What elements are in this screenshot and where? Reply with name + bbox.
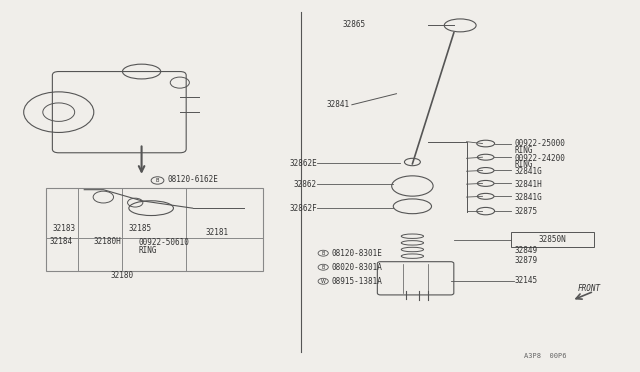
- Text: 08915-1381A: 08915-1381A: [332, 277, 382, 286]
- Bar: [511, 232, 594, 247]
- Text: 08120-8301E: 08120-8301E: [332, 249, 382, 258]
- Text: 32184: 32184: [49, 237, 72, 246]
- Text: 32180H: 32180H: [94, 237, 122, 246]
- Text: 08120-6162E: 08120-6162E: [167, 175, 218, 184]
- Text: 32180: 32180: [111, 271, 134, 280]
- Text: 32185: 32185: [129, 224, 152, 233]
- Text: 32841: 32841: [326, 100, 349, 109]
- Text: 32183: 32183: [52, 224, 76, 233]
- Text: RING: RING: [515, 160, 533, 170]
- Text: 00922-24200: 00922-24200: [515, 154, 565, 163]
- Text: B: B: [156, 178, 159, 183]
- Text: 32145: 32145: [515, 276, 538, 285]
- Text: 32181: 32181: [205, 228, 228, 237]
- Text: 32849: 32849: [515, 246, 538, 255]
- Text: 32865: 32865: [342, 20, 365, 29]
- Text: FRONT: FRONT: [578, 284, 601, 293]
- Text: 08020-8301A: 08020-8301A: [332, 263, 382, 272]
- Text: 32879: 32879: [515, 256, 538, 266]
- Text: 00922-25000: 00922-25000: [515, 139, 565, 148]
- Text: RING: RING: [515, 146, 533, 155]
- Text: B: B: [321, 251, 325, 256]
- Text: 32850N: 32850N: [539, 235, 566, 244]
- Text: 32862F: 32862F: [289, 203, 317, 213]
- Text: B: B: [321, 265, 325, 270]
- Text: 32841H: 32841H: [515, 180, 542, 189]
- Text: RING: RING: [138, 246, 157, 255]
- Text: A3P8  00P6: A3P8 00P6: [524, 353, 566, 359]
- Bar: [46, 188, 262, 271]
- Text: 32841G: 32841G: [515, 193, 542, 202]
- Text: 32875: 32875: [515, 207, 538, 217]
- Text: 32862: 32862: [294, 180, 317, 189]
- Text: 32862E: 32862E: [289, 158, 317, 168]
- Text: 00922-50610: 00922-50610: [138, 238, 189, 247]
- Text: 32841G: 32841G: [515, 167, 542, 176]
- Text: W: W: [321, 279, 326, 284]
